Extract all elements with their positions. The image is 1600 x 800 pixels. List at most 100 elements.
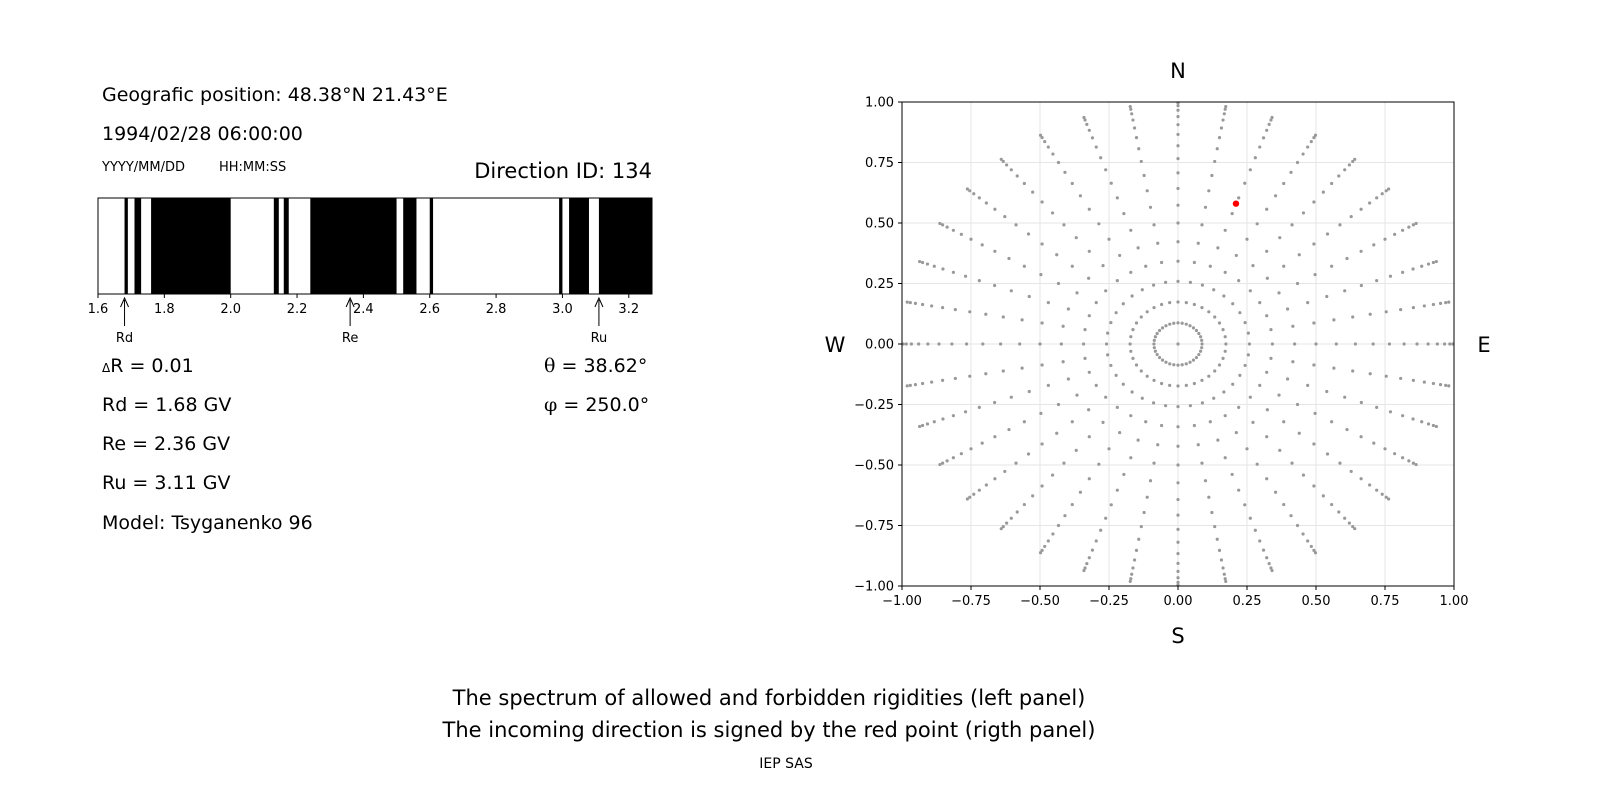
direction-grid-point xyxy=(1353,527,1357,531)
direction-grid-point xyxy=(1246,353,1250,357)
direction-grid-point xyxy=(1265,128,1269,132)
direction-grid-point xyxy=(1005,163,1009,167)
y-tick-label: −1.00 xyxy=(854,580,894,595)
direction-grid-point xyxy=(1046,145,1050,149)
direction-grid-point xyxy=(1219,558,1224,562)
direction-grid-point xyxy=(993,400,997,405)
direction-grid-point xyxy=(1246,331,1250,335)
direction-grid-point xyxy=(1022,181,1026,186)
y-tick-label: 1.00 xyxy=(865,96,894,111)
direction-grid-point xyxy=(1237,405,1241,410)
direction-grid-point xyxy=(1231,382,1235,386)
direction-grid-point xyxy=(1247,342,1252,346)
direction-grid-point xyxy=(1129,335,1133,339)
direction-grid-point xyxy=(1411,306,1415,310)
direction-grid-point xyxy=(1176,104,1180,108)
direction-grid-point xyxy=(1014,223,1018,227)
direction-grid-point xyxy=(1282,420,1286,424)
direction-grid-point xyxy=(1176,363,1180,367)
direction-grid-point xyxy=(1293,342,1297,346)
direction-grid-point xyxy=(1046,383,1050,387)
direction-grid-point xyxy=(1070,264,1074,268)
direction-grid-point xyxy=(999,527,1003,531)
direction-grid-point xyxy=(941,306,945,310)
direction-grid-point xyxy=(1192,423,1196,428)
direction-grid-point xyxy=(1176,108,1180,112)
direction-grid-point xyxy=(1196,443,1200,447)
direction-grid-point xyxy=(1223,107,1227,111)
delta-symbol: Δ xyxy=(102,361,111,375)
direction-grid-point xyxy=(1129,228,1133,232)
direction-grid-point xyxy=(1128,579,1132,584)
direction-grid-point xyxy=(1223,456,1227,460)
direction-grid-point xyxy=(1291,360,1295,364)
direction-grid-point xyxy=(1353,342,1358,346)
direction-grid-point xyxy=(1129,414,1133,418)
direction-grid-point xyxy=(1176,203,1180,207)
direction-grid-point xyxy=(1237,196,1241,200)
direction-grid-point xyxy=(1176,513,1180,517)
direction-grid-point xyxy=(1114,373,1118,377)
direction-grid-point xyxy=(969,237,973,241)
direction-grid-point xyxy=(1243,320,1247,325)
direction-grid-point xyxy=(1289,170,1293,174)
direction-grid-point xyxy=(1139,524,1143,529)
direction-grid-point xyxy=(1003,214,1007,219)
compass-east: E xyxy=(1477,333,1490,357)
direction-grid-point xyxy=(1018,342,1022,346)
direction-grid-point xyxy=(1393,452,1397,456)
caption-line-1: The spectrum of allowed and forbidden ri… xyxy=(452,686,1086,710)
y-tick-label: 0.00 xyxy=(865,338,894,353)
direction-grid-point xyxy=(1351,524,1355,529)
direction-grid-point xyxy=(1375,278,1379,283)
direction-grid-point xyxy=(1223,270,1227,274)
direction-grid-point xyxy=(1118,430,1122,435)
direction-grid-point xyxy=(1109,181,1113,185)
direction-grid-point xyxy=(1097,222,1101,226)
direction-grid-point xyxy=(1265,207,1269,211)
direction-grid-point xyxy=(1277,291,1281,295)
direction-grid-point xyxy=(1277,393,1281,397)
direction-grid-point xyxy=(1338,223,1342,227)
direction-grid-point xyxy=(1222,294,1226,298)
direction-grid-point xyxy=(1188,404,1193,408)
direction-grid-point xyxy=(1188,360,1192,364)
forbidden-band xyxy=(124,198,128,294)
direction-grid-point xyxy=(1325,452,1330,456)
phi-value: φ = 250.0° xyxy=(544,394,649,416)
direction-grid-point xyxy=(1164,324,1168,328)
direction-grid-point xyxy=(1115,488,1119,492)
direction-grid-point xyxy=(1075,393,1079,397)
direction-grid-point xyxy=(1156,241,1160,245)
direction-grid-point xyxy=(1106,353,1110,357)
direction-grid-point xyxy=(968,495,972,499)
direction-grid-point xyxy=(951,456,955,460)
direction-grid-point xyxy=(925,262,930,266)
direction-grid-point xyxy=(1221,566,1225,570)
direction-grid-point xyxy=(941,223,945,227)
direction-grid-point xyxy=(1188,280,1193,284)
direction-grid-point xyxy=(984,372,988,376)
direction-grid-point xyxy=(1191,326,1196,330)
x-tick-label: −1.00 xyxy=(882,594,922,609)
x-tick-label: 2.2 xyxy=(287,302,308,317)
direction-grid-point xyxy=(1213,159,1217,164)
direction-grid-point xyxy=(1172,321,1176,325)
direction-grid-point xyxy=(1094,301,1098,305)
direction-grid-point xyxy=(1438,301,1443,306)
direction-grid-point xyxy=(1200,283,1205,287)
direction-grid-point xyxy=(1163,280,1168,284)
direction-grid-point xyxy=(1168,301,1172,305)
direction-grid-point xyxy=(1442,342,1447,346)
direction-grid-point xyxy=(1313,272,1317,277)
direction-grid-point xyxy=(1101,264,1105,268)
direction-grid-point xyxy=(1351,159,1355,164)
direction-grid-point xyxy=(1384,374,1388,378)
direction-grid-point xyxy=(1184,383,1188,387)
direction-grid-point xyxy=(1347,163,1351,167)
direction-grid-point xyxy=(1295,523,1300,528)
direction-grid-point xyxy=(1055,253,1059,257)
direction-grid-point xyxy=(980,441,984,445)
direction-grid-point xyxy=(1243,363,1247,368)
